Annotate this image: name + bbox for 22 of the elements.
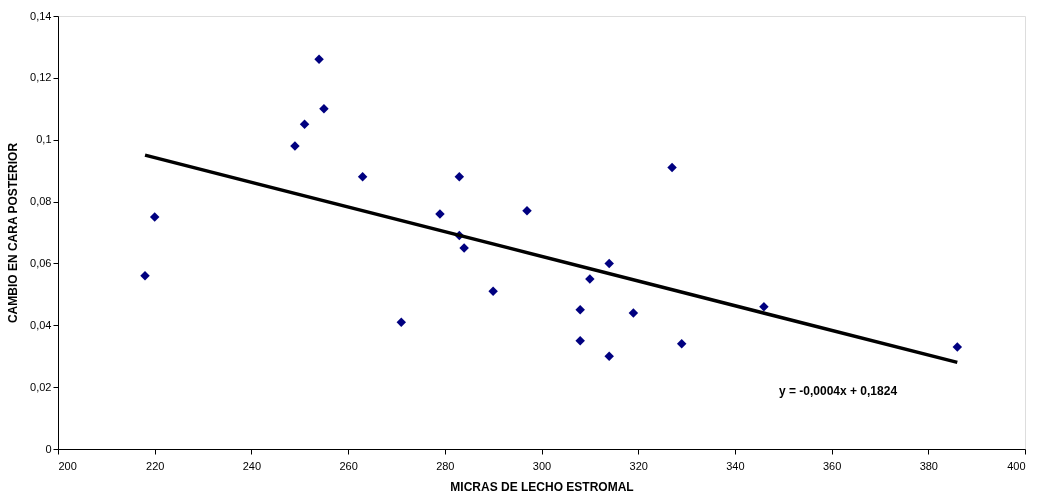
y-tick-label: 0,06 bbox=[30, 256, 52, 269]
x-tick-label: 400 bbox=[1007, 459, 1026, 472]
y-tick-label: 0,1 bbox=[36, 133, 52, 146]
x-tick-label: 380 bbox=[919, 459, 938, 472]
x-tick-label: 340 bbox=[726, 459, 745, 472]
x-tick-label: 320 bbox=[629, 459, 648, 472]
y-tick-label: 0 bbox=[45, 442, 52, 455]
y-tick-label: 0,14 bbox=[30, 9, 52, 22]
x-tick-label: 200 bbox=[58, 459, 77, 472]
x-tick-label: 300 bbox=[532, 459, 552, 472]
annotation: y = -0,0004x + 0,1824 bbox=[778, 384, 898, 398]
x-axis-title: MICRAS DE LECHO ESTROMAL bbox=[450, 479, 634, 494]
x-tick-label: 260 bbox=[339, 459, 358, 472]
y-tick-label: 0,08 bbox=[30, 195, 52, 208]
y-axis-title: CAMBIO EN CARA POSTERIOR bbox=[6, 142, 21, 324]
y-tick-label: 0,02 bbox=[30, 380, 52, 393]
x-tick-label: 240 bbox=[242, 459, 262, 472]
x-tick-label: 280 bbox=[436, 459, 455, 472]
x-tick-label: 220 bbox=[146, 459, 165, 472]
y-tick-label: 0,04 bbox=[30, 318, 52, 331]
y-tick-label: 0,12 bbox=[30, 71, 52, 84]
x-tick-label: 360 bbox=[822, 459, 842, 472]
